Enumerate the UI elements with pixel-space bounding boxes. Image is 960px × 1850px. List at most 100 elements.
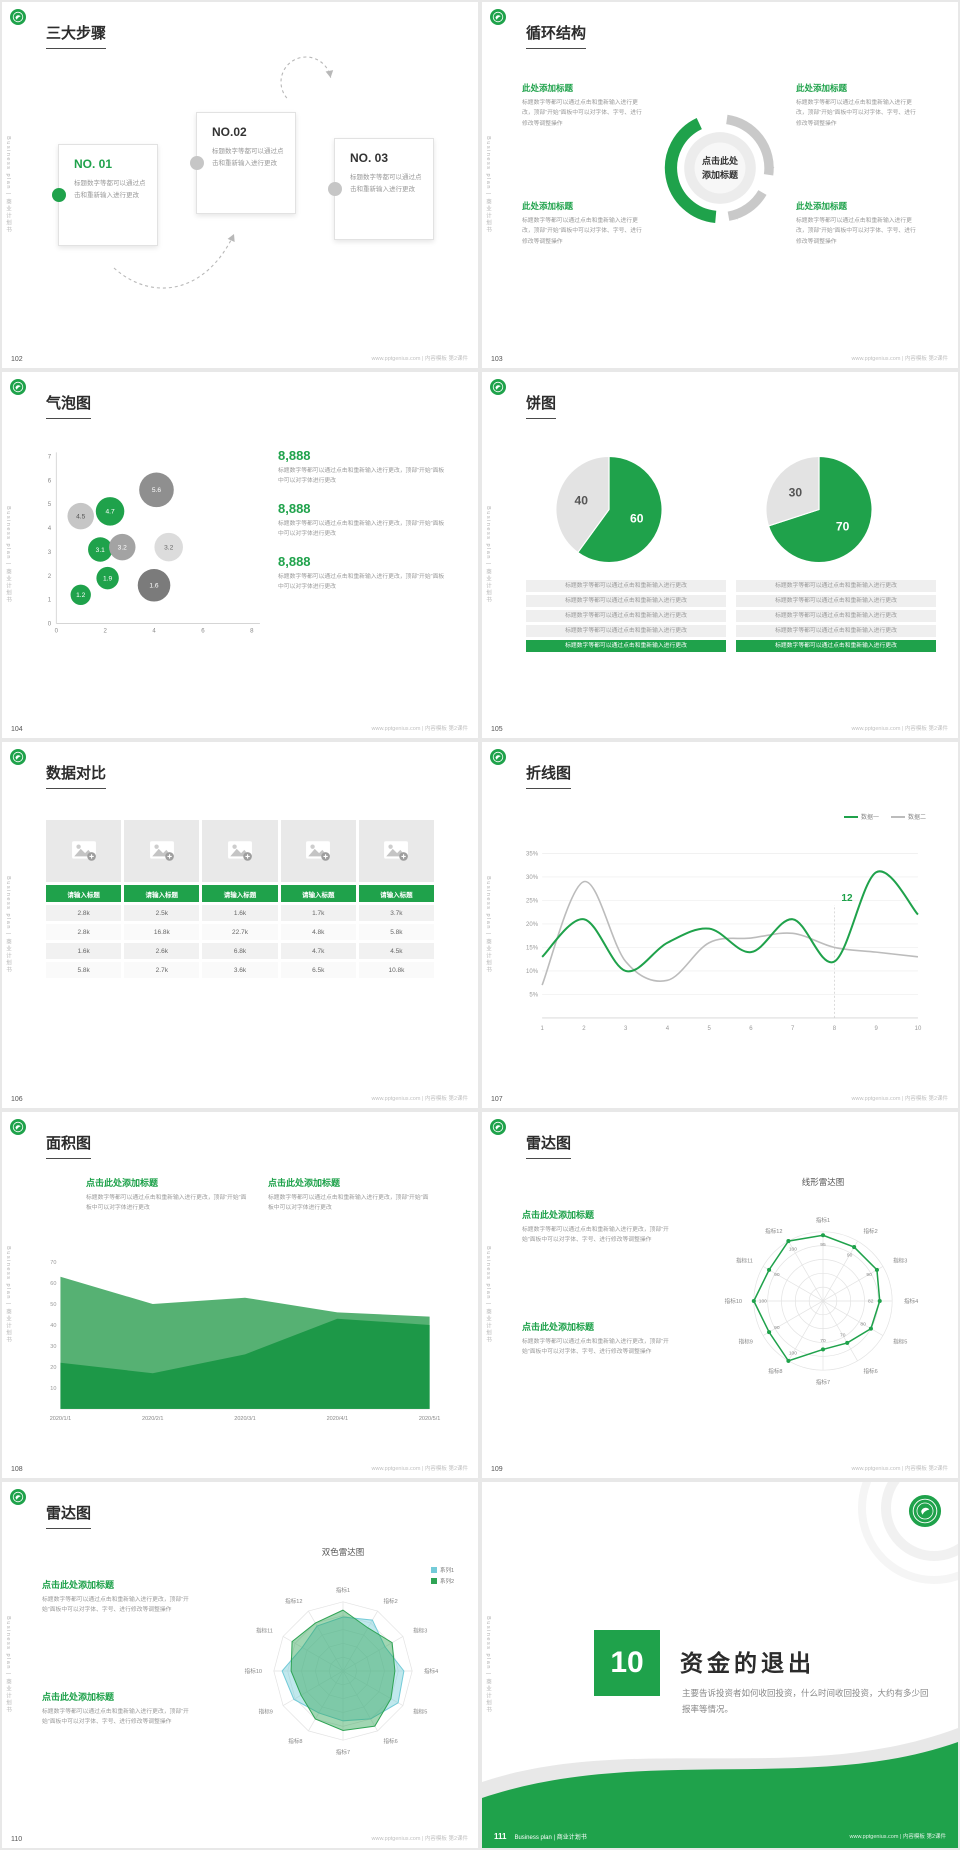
list-item: 标题数字等都可以通过点击和重新输入进行更改 bbox=[736, 610, 936, 622]
list-item: 标题数字等都可以通过点击和重新输入进行更改 bbox=[526, 625, 726, 637]
sidebar-vertical-text: Business plan | 商业计划书 bbox=[5, 1616, 11, 1714]
svg-text:指标4: 指标4 bbox=[904, 1297, 918, 1305]
svg-text:90: 90 bbox=[774, 1325, 780, 1331]
svg-text:9: 9 bbox=[875, 1026, 879, 1032]
text-block-left: 点击此处添加标题 标题数字等都可以通过点击和重新输入进行更改，顶部“开始”面板中… bbox=[86, 1176, 248, 1214]
image-placeholder bbox=[46, 820, 122, 882]
slide-109-radar-line[interactable]: Business plan | 商业计划书 雷达图 点击此处添加标题 标题数字等… bbox=[482, 1112, 958, 1478]
svg-text:6: 6 bbox=[48, 477, 52, 484]
slide-110-radar-filled[interactable]: Business plan | 商业计划书 雷达图 点击此处添加标题 标题数字等… bbox=[2, 1482, 478, 1848]
slide-102-three-steps[interactable]: Business plan | 商业计划书 三大步骤 NO. 01 标题数字等都… bbox=[2, 2, 478, 368]
svg-text:90: 90 bbox=[866, 1272, 872, 1278]
svg-text:15%: 15% bbox=[526, 945, 539, 951]
footer-brand-text: Business plan | 商业计划书 bbox=[514, 1835, 587, 1841]
svg-text:30%: 30% bbox=[526, 875, 539, 881]
svg-text:2020/4/1: 2020/4/1 bbox=[327, 1416, 348, 1422]
page-number: 103 bbox=[491, 356, 503, 363]
slide-107-line-chart[interactable]: Business plan | 商业计划书 折线图 数据一 数据二 5% 10% 1… bbox=[482, 742, 958, 1108]
slide-106-data-comparison[interactable]: Business plan | 商业计划书 数据对比 请输入标题 请输入标题 请… bbox=[2, 742, 478, 1108]
svg-text:指标5: 指标5 bbox=[413, 1707, 427, 1715]
svg-text:30: 30 bbox=[50, 1344, 56, 1350]
svg-text:12: 12 bbox=[841, 893, 853, 904]
block-text: 标题数字等都可以通过点击和重新输入进行更改，顶部“开始”面板中可以对字体、字号、… bbox=[522, 1227, 669, 1244]
page-title: 数据对比 bbox=[46, 762, 107, 789]
block-text: 标题数字等都可以通过点击和重新输入进行更改，顶部“开始”面板中可以对字体、字号、… bbox=[522, 1339, 669, 1356]
step-card-1: NO. 01 标题数字等都可以通过点击和重新输入进行更改 bbox=[52, 144, 158, 246]
svg-text:3: 3 bbox=[624, 1026, 628, 1032]
step-card-3: NO. 03 标题数字等都可以通过点击和重新输入进行更改 bbox=[328, 138, 434, 240]
svg-text:70: 70 bbox=[50, 1260, 56, 1266]
chart-subtitle: 线形雷达图 bbox=[801, 1177, 845, 1187]
chapter-title: 资金的退出 bbox=[680, 1650, 815, 1676]
slide-105-pie-charts[interactable]: Business plan | 商业计划书 饼图 60 40 70 30 标题数字等… bbox=[482, 372, 958, 738]
svg-text:4: 4 bbox=[48, 525, 52, 532]
text-block-right: 点击此处添加标题 标题数字等都可以通过点击和重新输入进行更改，顶部“开始”面板中… bbox=[268, 1176, 430, 1214]
legend-label: 数据二 bbox=[907, 815, 926, 821]
svg-text:1.9: 1.9 bbox=[103, 575, 113, 582]
svg-text:4: 4 bbox=[152, 628, 156, 635]
brand-logo-icon bbox=[10, 749, 26, 765]
stat-text: 标题数字等都可以通过点击和重新输入进行更改，顶部“开始”面板中可以对字体进行更改 bbox=[278, 573, 445, 590]
stat-text: 标题数字等都可以通过点击和重新输入进行更改，顶部“开始”面板中可以对字体进行更改 bbox=[278, 520, 445, 537]
legend-swatch-series1 bbox=[843, 815, 858, 818]
svg-text:指标3: 指标3 bbox=[893, 1257, 907, 1265]
list-item-highlighted: 标题数字等都可以通过点击和重新输入进行更改 bbox=[526, 640, 726, 652]
table-cell: 6.8k bbox=[202, 943, 278, 959]
svg-text:82: 82 bbox=[868, 1299, 874, 1305]
svg-text:2020/3/1: 2020/3/1 bbox=[234, 1416, 255, 1422]
legend-label: 系列2 bbox=[439, 1579, 454, 1585]
svg-text:4: 4 bbox=[666, 1026, 670, 1032]
svg-text:5%: 5% bbox=[529, 992, 538, 998]
svg-text:指标10: 指标10 bbox=[245, 1667, 262, 1675]
svg-text:指标8: 指标8 bbox=[768, 1367, 782, 1375]
pie-chart-right: 70 30 bbox=[765, 455, 873, 564]
legend-item: 数据二 bbox=[890, 812, 926, 821]
radar-chart-line: 指标1 指标2 指标3 指标4 指标5 指标6 指标7 指标8 指标9 指标10 指标11 指标12 9… bbox=[725, 1216, 919, 1386]
image-row bbox=[46, 820, 435, 882]
table-header-cell: 请输入标题 bbox=[46, 885, 122, 902]
slide-108-area-chart[interactable]: Business plan | 商业计划书 面积图 点击此处添加标题 标题数字等… bbox=[2, 1112, 478, 1478]
block-text: 标题数字等都可以通过点击和重新输入进行更改，顶部“开始”面板中可以对字体、字号、… bbox=[42, 1597, 189, 1614]
page-number: 105 bbox=[491, 726, 503, 733]
footer-site-text: www.pptgenius.com | 内容模板 第2课件 bbox=[371, 726, 468, 732]
svg-text:40: 40 bbox=[50, 1323, 56, 1329]
table-cell: 2.5k bbox=[124, 905, 200, 921]
block-heading: 点击此处添加标题 bbox=[522, 1322, 595, 1332]
block-heading: 点击此处添加标题 bbox=[86, 1178, 159, 1188]
table-row: 2.8k 16.8k 22.7k 4.8k 5.8k bbox=[46, 924, 435, 940]
block-heading: 此处添加标题 bbox=[522, 201, 574, 211]
image-placeholder-icon bbox=[149, 841, 174, 861]
list-item: 标题数字等都可以通过点击和重新输入进行更改 bbox=[526, 595, 726, 607]
slide-104-bubble-chart[interactable]: Business plan | 商业计划书 气泡图 0 1 2 3 4 5 6 7 0 2 4 6 8 4… bbox=[2, 372, 478, 738]
slide-111-chapter-cover[interactable]: Business plan | 商业计划书 10 资金的退出 主要告诉投资者如何… bbox=[482, 1482, 958, 1848]
table-header-cell: 请输入标题 bbox=[202, 885, 278, 902]
sidebar-vertical-text: Business plan | 商业计划书 bbox=[485, 1246, 491, 1344]
svg-text:2020/2/1: 2020/2/1 bbox=[142, 1416, 163, 1422]
svg-text:6: 6 bbox=[749, 1026, 753, 1032]
text-block-2: 点击此处添加标题 标题数字等都可以通过点击和重新输入进行更改，顶部“开始”面板中… bbox=[42, 1690, 192, 1728]
svg-text:60: 60 bbox=[630, 512, 644, 526]
block-heading: 点击此处添加标题 bbox=[42, 1692, 115, 1702]
radar-chart-filled: 指标1 指标2 指标3 指标4 指标5 指标6 指标7 指标8 指标9 指标10 指标11 指标12 bbox=[245, 1586, 439, 1756]
table-header-cell: 请输入标题 bbox=[280, 885, 356, 902]
stat-block: 8,888 标题数字等都可以通过点击和重新输入进行更改，顶部“开始”面板中可以对… bbox=[278, 501, 446, 540]
legend-swatch-series2 bbox=[430, 1578, 437, 1584]
svg-text:指标2: 指标2 bbox=[383, 1597, 397, 1605]
slide-103-cycle[interactable]: Business plan | 商业计划书 循环结构 此处添加标题 标题数字等都… bbox=[482, 2, 958, 368]
svg-text:指标1: 指标1 bbox=[816, 1216, 830, 1224]
brand-logo-icon bbox=[490, 379, 506, 395]
page-title: 三大步骤 bbox=[46, 22, 107, 49]
step-number: NO.02 bbox=[212, 125, 247, 139]
svg-text:1.6: 1.6 bbox=[149, 583, 159, 590]
image-placeholder-icon bbox=[306, 841, 331, 861]
table-cell: 6.5k bbox=[280, 962, 356, 978]
legend-swatch-series1 bbox=[430, 1567, 437, 1573]
svg-text:指标10: 指标10 bbox=[725, 1297, 742, 1305]
image-placeholder-icon bbox=[384, 841, 409, 861]
sidebar-vertical-text: Business plan | 商业计划书 bbox=[485, 876, 491, 974]
table-cell: 2.7k bbox=[124, 962, 200, 978]
svg-text:指标1: 指标1 bbox=[336, 1586, 350, 1594]
page-title: 雷达图 bbox=[46, 1502, 92, 1529]
area-chart: 10 20 30 40 50 60 70 2020/1/1 2020/2/1 2020/3/1 20… bbox=[50, 1260, 441, 1422]
